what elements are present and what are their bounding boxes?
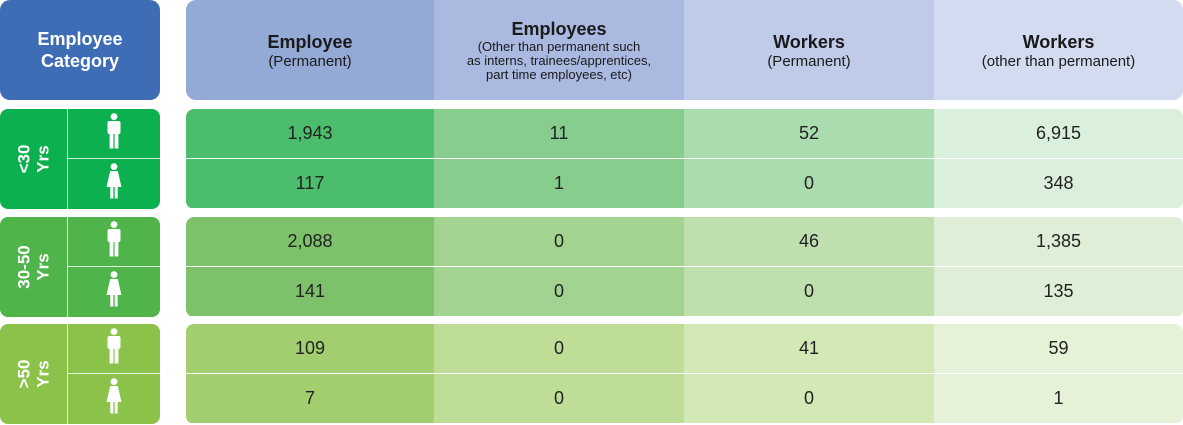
- table-cell: 135: [934, 267, 1183, 316]
- divider: [67, 217, 68, 317]
- table-cell: 0: [684, 159, 934, 208]
- column-subtitle: (Permanent): [767, 52, 851, 70]
- column-title: Workers: [773, 31, 845, 52]
- female-icon: [105, 378, 123, 419]
- table-cell: 1: [934, 374, 1183, 423]
- gender-icon-cell: [68, 217, 160, 266]
- age-group-data: 1,943 117 11 1 52 0 6,915 348: [186, 109, 1183, 209]
- column-subtitle: (Permanent): [268, 52, 352, 70]
- column-subtitle: (Other than permanent such as interns, t…: [466, 39, 652, 82]
- table-cell: 0: [434, 217, 684, 266]
- table-cell: 52: [684, 109, 934, 158]
- table-cell: 117: [186, 159, 434, 208]
- female-icon: [105, 163, 123, 204]
- column-subtitle: (other than permanent): [981, 52, 1136, 70]
- table-cell: 0: [684, 267, 934, 316]
- age-group-label-box: <30 Yrs: [0, 109, 160, 209]
- age-group-label-cell: >50 Yrs: [0, 324, 67, 424]
- column-title: Employee: [267, 31, 353, 52]
- column-title: Employees: [511, 19, 607, 39]
- column-header-background: [434, 0, 684, 100]
- age-group-label-box: 30-50 Yrs: [0, 217, 160, 317]
- category-header: Employee Category: [0, 0, 160, 100]
- age-group-label-cell: 30-50 Yrs: [0, 217, 67, 317]
- female-icon: [105, 271, 123, 312]
- table-cell: 59: [934, 324, 1183, 373]
- male-icon: [106, 113, 122, 154]
- column-header-background: [684, 0, 934, 100]
- age-group-label-box: >50 Yrs: [0, 324, 160, 424]
- divider: [67, 266, 160, 267]
- table-cell: 109: [186, 324, 434, 373]
- age-group-label: 30-50 Yrs: [14, 245, 53, 289]
- table-cell: 1: [434, 159, 684, 208]
- table-cell: 46: [684, 217, 934, 266]
- table-cell: 0: [434, 324, 684, 373]
- gender-icon-cell: [68, 324, 160, 373]
- row-divider: [186, 266, 1183, 267]
- divider: [67, 324, 68, 424]
- gender-icon-cell: [68, 374, 160, 423]
- table-cell: 0: [434, 267, 684, 316]
- age-group-label-cell: <30 Yrs: [0, 109, 67, 209]
- table-cell: 7: [186, 374, 434, 423]
- table-cell: 141: [186, 267, 434, 316]
- column-header-row: [186, 0, 1183, 100]
- column-title: Workers: [1022, 31, 1095, 52]
- male-icon: [106, 328, 122, 369]
- male-icon: [106, 221, 122, 262]
- column-header-background: [934, 0, 1183, 100]
- gender-icon-cell: [68, 267, 160, 316]
- age-group-data: 2,088 141 0 0 46 0 1,385 135: [186, 217, 1183, 317]
- column-header-background: [186, 0, 434, 100]
- age-group-data: 109 7 0 0 41 0 59 1: [186, 324, 1183, 424]
- row-divider: [186, 158, 1183, 159]
- table-cell: 1,943: [186, 109, 434, 158]
- column-header: Workers (Permanent): [684, 0, 934, 100]
- gender-icon-cell: [68, 109, 160, 158]
- table-cell: 1,385: [934, 217, 1183, 266]
- row-divider: [186, 373, 1183, 374]
- divider: [67, 373, 160, 374]
- age-group-label: >50 Yrs: [14, 359, 53, 389]
- divider: [67, 158, 160, 159]
- table-cell: 11: [434, 109, 684, 158]
- table-cell: 0: [434, 374, 684, 423]
- age-group-label: <30 Yrs: [14, 144, 53, 174]
- table-cell: 0: [684, 374, 934, 423]
- column-header: Employee (Permanent): [186, 0, 434, 100]
- table-cell: 41: [684, 324, 934, 373]
- gender-icon-cell: [68, 159, 160, 208]
- table-cell: 6,915: [934, 109, 1183, 158]
- table-cell: 348: [934, 159, 1183, 208]
- table-cell: 2,088: [186, 217, 434, 266]
- divider: [67, 109, 68, 209]
- column-header: Employees (Other than permanent such as i…: [434, 0, 684, 100]
- column-header: Workers (other than permanent): [934, 0, 1183, 100]
